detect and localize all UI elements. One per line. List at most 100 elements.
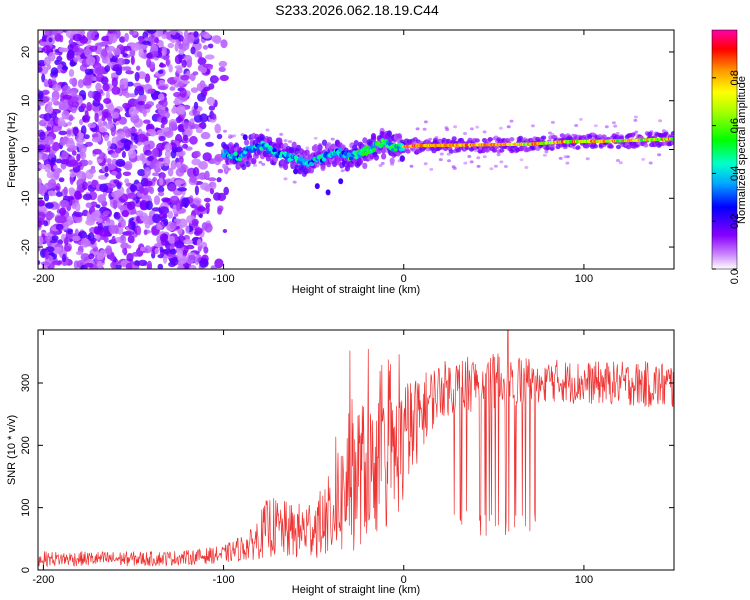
snr-x-tick-label: 0 (401, 574, 407, 586)
noise-speckle (71, 100, 80, 109)
snr-series-line (38, 330, 674, 568)
ridge-halo (448, 149, 454, 154)
noise-speckle (60, 159, 71, 165)
noise-speckle (79, 119, 84, 125)
noise-speckle (157, 106, 166, 116)
faint-speckle (648, 161, 653, 165)
noise-speckle (44, 211, 55, 219)
noise-speckle (174, 42, 179, 52)
noise-speckle (209, 187, 215, 195)
noise-speckle (188, 254, 196, 261)
faint-speckle (380, 161, 385, 165)
noise-speckle (114, 190, 122, 198)
noise-speckle (200, 66, 208, 74)
noise-speckle (211, 35, 222, 43)
noise-speckle (190, 87, 199, 93)
noise-speckle (144, 167, 152, 177)
noise-speckle (208, 105, 216, 111)
noise-speckle (127, 235, 135, 244)
noise-speckle (88, 253, 95, 260)
noise-speckle (84, 262, 94, 268)
noise-speckle (56, 191, 63, 197)
noise-speckle (113, 179, 120, 184)
noise-speckle (61, 150, 69, 161)
noise-speckle (177, 81, 184, 87)
noise-speckle (189, 264, 197, 269)
noise-speckle (208, 64, 213, 70)
noise-speckle (157, 213, 166, 219)
noise-speckle (158, 135, 166, 142)
noise-speckle (108, 33, 118, 44)
noise-speckle (85, 56, 96, 66)
ridge-halo (251, 158, 257, 165)
noise-speckle (147, 88, 155, 94)
noise-speckle (157, 85, 167, 90)
noise-speckle (173, 99, 183, 105)
noise-speckle (40, 261, 50, 266)
snr-x-axis-label: Height of straight line (km) (292, 584, 420, 596)
faint-speckle (657, 153, 662, 157)
noise-speckle (217, 192, 227, 202)
faint-speckle (509, 119, 514, 123)
faint-speckle (574, 124, 579, 127)
noise-speckle (214, 123, 221, 134)
noise-speckle (80, 125, 87, 136)
noise-speckle (97, 218, 103, 223)
colorbar-label: Normalized spectral amplitude (736, 76, 748, 224)
noise-speckle (44, 30, 53, 37)
noise-speckle (218, 66, 226, 73)
noise-speckle (160, 123, 165, 129)
noise-speckle (67, 49, 75, 60)
noise-speckle (47, 101, 53, 107)
noise-speckle (62, 94, 73, 100)
faint-speckle (444, 126, 449, 130)
noise-speckle (165, 59, 170, 66)
noise-speckle (94, 67, 105, 75)
noise-speckle (173, 218, 182, 223)
faint-speckle (463, 161, 468, 165)
noise-speckle (122, 248, 127, 254)
noise-speckle (198, 213, 203, 219)
noise-speckle (83, 134, 90, 140)
ridge-halo (308, 167, 315, 174)
faint-speckle (447, 159, 451, 163)
ridge-spot (242, 134, 248, 141)
noise-speckle (69, 171, 76, 178)
snr-y-tick-label: 0 (20, 567, 32, 573)
ridge-core (354, 154, 359, 160)
faint-speckle (463, 132, 467, 135)
faint-speckle (429, 167, 434, 171)
noise-speckle (161, 34, 167, 39)
snr-frame (37, 329, 675, 571)
noise-speckle (78, 144, 87, 154)
ridge-halo (244, 139, 250, 146)
faint-speckle (641, 157, 646, 161)
faint-speckle (422, 127, 427, 131)
noise-speckle (214, 258, 224, 269)
ridge-halo (304, 149, 310, 156)
noise-speckle (120, 218, 126, 228)
noise-speckle (43, 56, 51, 67)
ridge-halo (474, 138, 480, 143)
noise-speckle (68, 159, 78, 167)
noise-speckle (222, 163, 228, 170)
noise-speckle (93, 226, 99, 235)
noise-speckle (111, 235, 116, 245)
faint-speckle (615, 131, 620, 135)
noise-speckle (126, 253, 134, 262)
noise-speckle (147, 128, 155, 134)
noise-speckle (190, 46, 196, 55)
noise-speckle (137, 100, 145, 106)
faint-speckle (261, 162, 266, 166)
noise-speckle (38, 246, 41, 252)
noise-speckle (216, 177, 222, 183)
noise-speckle (163, 156, 171, 167)
spectrogram-y-axis-label: Frequency (Hz) (6, 112, 18, 188)
faint-speckle (438, 158, 443, 162)
noise-speckle (122, 53, 128, 57)
faint-speckle (469, 127, 474, 131)
snr-y-tick-label: 200 (20, 436, 32, 454)
noise-speckle (193, 31, 199, 38)
noise-speckle (46, 171, 54, 179)
noise-speckle (38, 211, 46, 221)
